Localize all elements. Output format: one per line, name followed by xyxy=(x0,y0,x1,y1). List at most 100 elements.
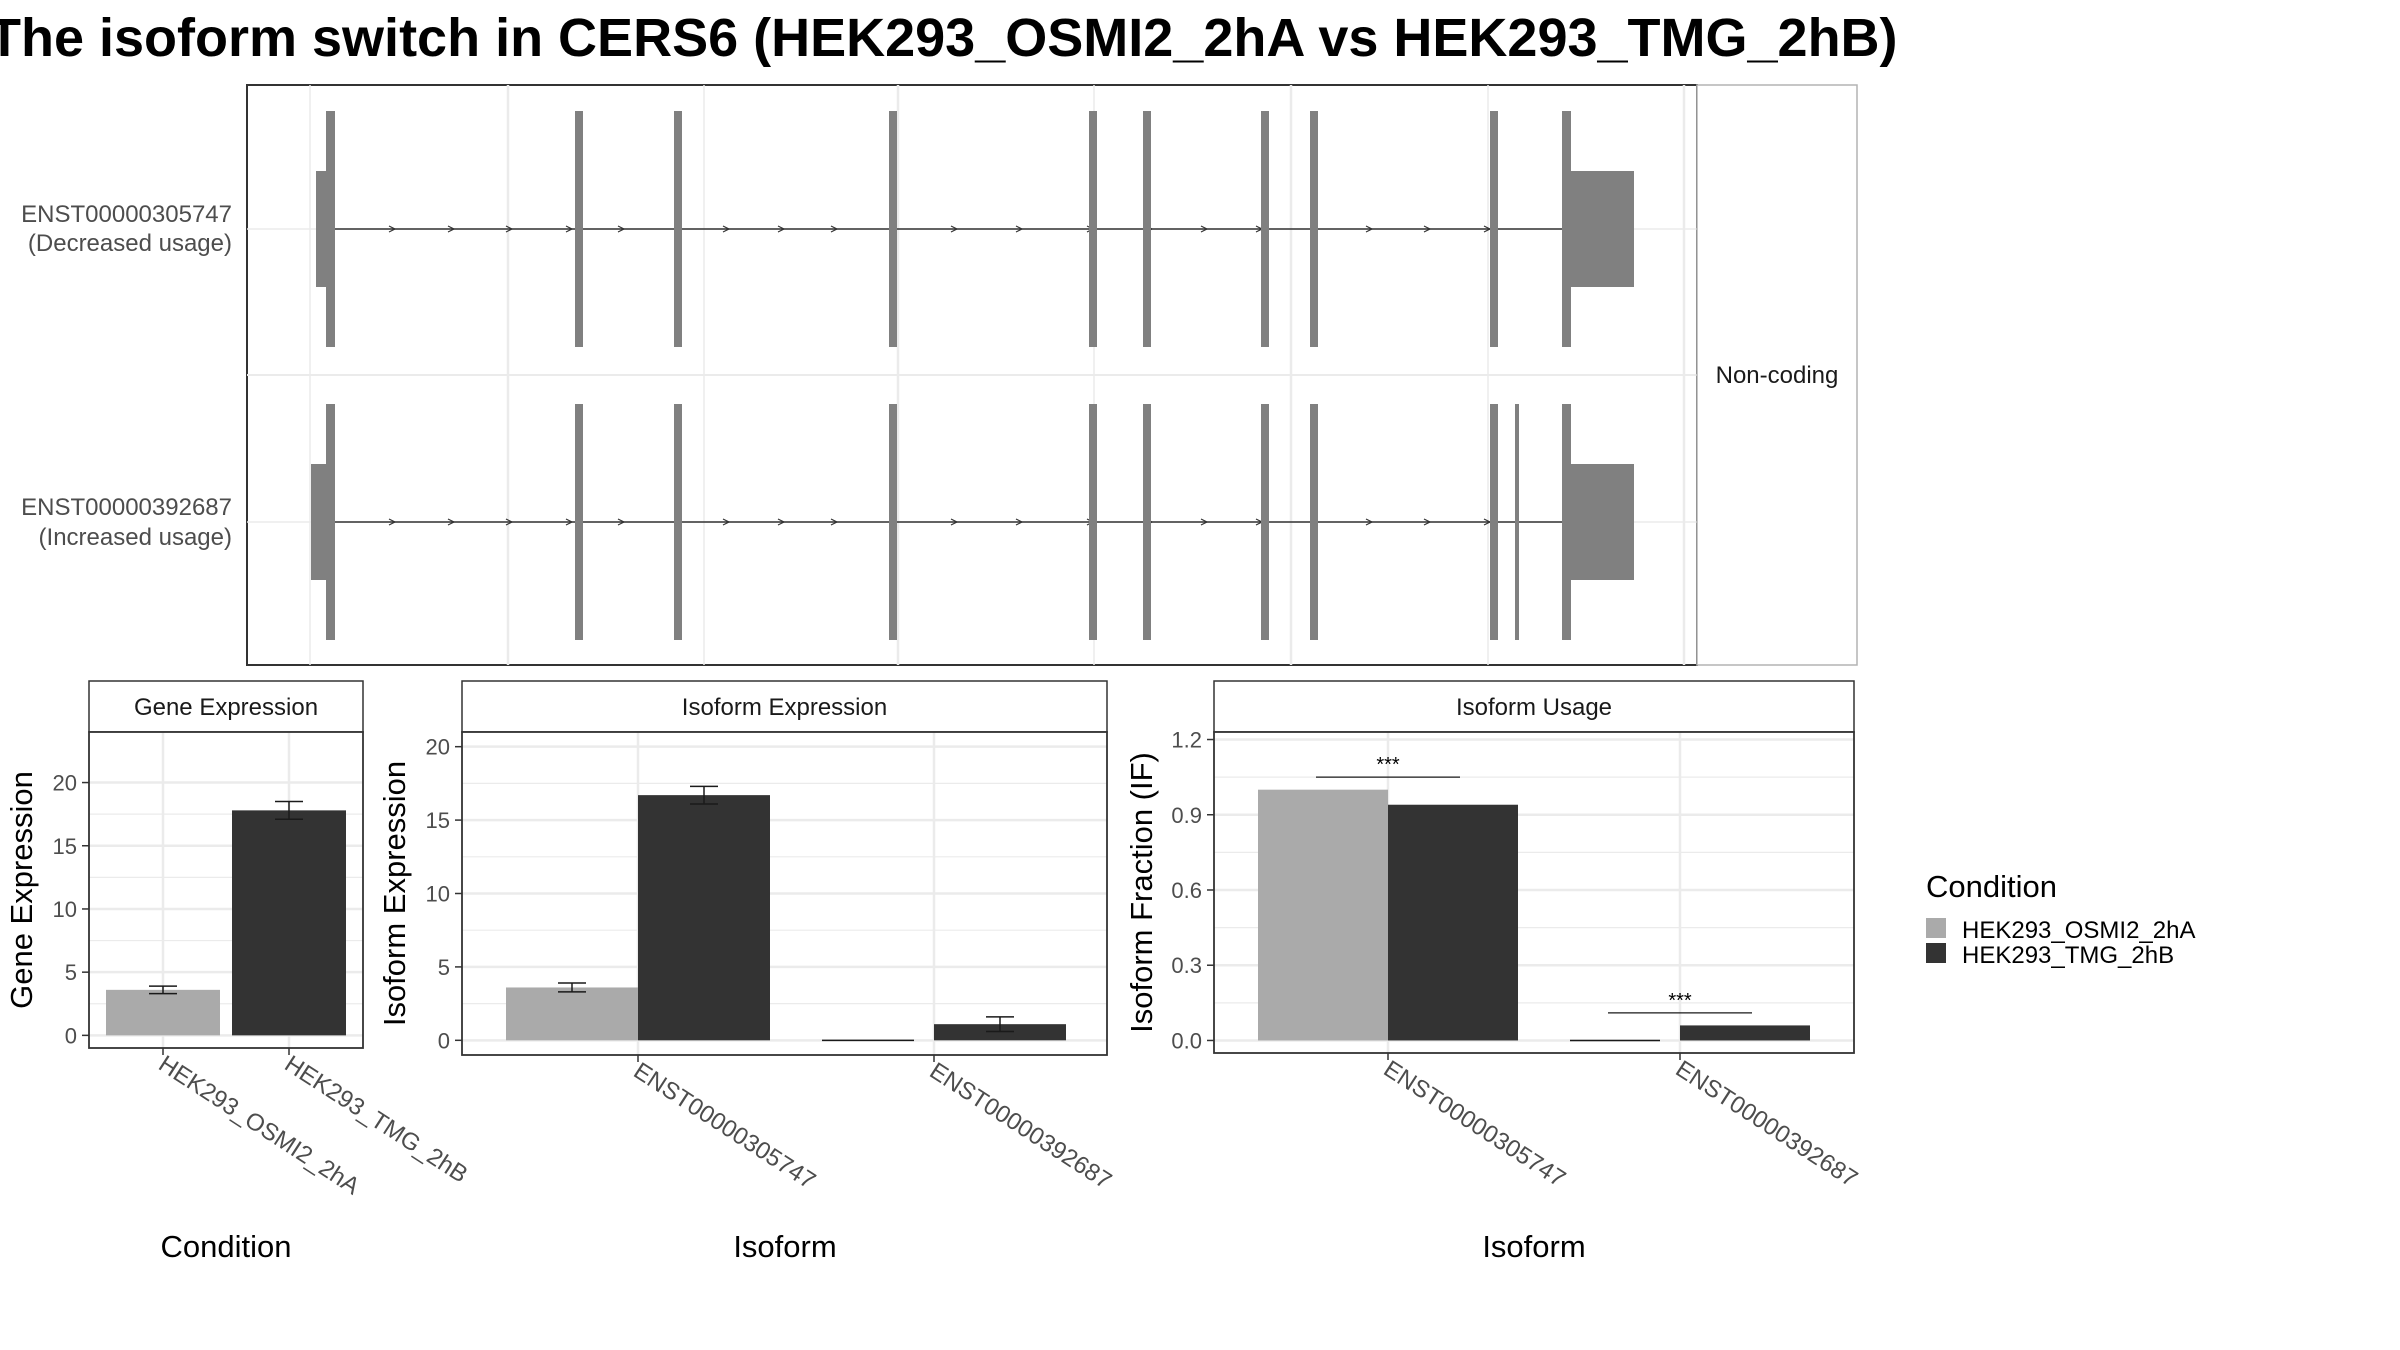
figure-title: The isoform switch in CERS6 (HEK293_OSMI… xyxy=(0,8,1898,68)
transcript-sublabel-2: (Increased usage) xyxy=(39,524,232,551)
y-tick-label: 20 xyxy=(426,735,450,760)
y-axis-label: Gene Expression xyxy=(4,771,39,1009)
panel-strip xyxy=(1213,680,1855,733)
error-bar-HEK293_OSMI2_2hA-HEK293_OSMI2_2hA xyxy=(149,985,177,995)
bar-panels: Gene Expression05101520HEK293_OSMI2_2hAH… xyxy=(4,680,1862,1264)
x-tick-label: ENST00000392687 xyxy=(925,1057,1117,1194)
exon xyxy=(575,111,583,347)
exon xyxy=(1143,111,1151,347)
utr-5prime xyxy=(311,464,328,580)
y-tick-label: 0.3 xyxy=(1171,953,1202,978)
exon xyxy=(1261,404,1269,640)
y-tick-label: 0.6 xyxy=(1171,878,1202,903)
strand-arrow xyxy=(388,518,397,526)
x-tick-label: HEK293_OSMI2_2hA xyxy=(154,1050,365,1200)
strand-arrow xyxy=(1015,518,1024,526)
exon xyxy=(1490,111,1498,347)
exon xyxy=(575,404,583,640)
utr-5prime xyxy=(316,171,328,287)
bar-ENST00000305747-HEK293_TMG_2hB xyxy=(638,795,770,1041)
legend-swatch-osmi xyxy=(1926,918,1946,938)
exon xyxy=(889,404,897,640)
error-bar-ENST00000305747-HEK293_OSMI2_2hA xyxy=(558,982,586,993)
bar-ENST00000392687-HEK293_TMG_2hB xyxy=(1680,1025,1810,1041)
y-tick-label: 15 xyxy=(426,808,450,833)
y-tick-label: 0 xyxy=(438,1028,450,1053)
strand-arrow xyxy=(1423,518,1432,526)
exon xyxy=(326,111,335,347)
x-axis-label: Isoform xyxy=(1482,1229,1585,1264)
bar-ENST00000305747-HEK293_OSMI2_2hA xyxy=(1258,789,1388,1041)
x-axis-label: Condition xyxy=(161,1229,292,1264)
bar-ENST00000305747-HEK293_TMG_2hB xyxy=(1388,804,1518,1041)
y-tick-label: 1.2 xyxy=(1171,728,1202,753)
structure-tracks xyxy=(311,111,1634,640)
transcript-label-1: ENST00000305747 xyxy=(21,201,232,228)
exon xyxy=(1143,404,1151,640)
exon xyxy=(1089,111,1097,347)
y-tick-label: 5 xyxy=(65,960,77,985)
strand-arrow xyxy=(1365,225,1374,233)
exon xyxy=(1562,404,1571,640)
error-bar-HEK293_TMG_2hB-HEK293_TMG_2hB xyxy=(275,800,303,820)
strand-arrow xyxy=(565,518,574,526)
transcript-track-2 xyxy=(311,404,1634,640)
y-tick-label: 15 xyxy=(53,834,77,859)
strand-arrow xyxy=(830,225,839,233)
panel-border xyxy=(1213,731,1855,1054)
y-tick-label: 0.9 xyxy=(1171,803,1202,828)
strand-arrow xyxy=(388,225,397,233)
strand-arrow xyxy=(1200,225,1209,233)
strand-arrow xyxy=(447,518,456,526)
y-tick-label: 0.0 xyxy=(1171,1028,1202,1053)
bar-ENST00000305747-HEK293_OSMI2_2hA xyxy=(506,987,638,1041)
strand-arrow xyxy=(505,518,514,526)
strand-arrow xyxy=(447,225,456,233)
x-axis-label: Isoform xyxy=(733,1229,836,1264)
y-tick-label: 10 xyxy=(426,882,450,907)
strand-arrow xyxy=(722,518,731,526)
significance-label: *** xyxy=(1668,990,1692,1012)
strand-arrow xyxy=(617,225,626,233)
transcript-track-1 xyxy=(316,111,1634,347)
exon xyxy=(326,404,335,640)
legend-label-osmi: HEK293_OSMI2_2hA xyxy=(1962,917,2195,944)
y-tick-label: 0 xyxy=(65,1023,77,1048)
strand-arrow xyxy=(830,518,839,526)
utr-3prime xyxy=(1570,171,1634,287)
exon xyxy=(674,111,682,347)
bar-HEK293_TMG_2hB-HEK293_TMG_2hB xyxy=(232,810,346,1036)
strand-arrow xyxy=(1015,225,1024,233)
strand-arrow xyxy=(565,225,574,233)
bar-panel-3: Isoform Usage *** *** 0.0 0.3 0.6 0.9 1.2 ENST00… xyxy=(1124,680,1862,1264)
y-tick-label: 10 xyxy=(53,897,77,922)
exon xyxy=(674,404,682,640)
exon xyxy=(1562,111,1571,347)
significance-label: *** xyxy=(1376,754,1400,776)
legend: Condition HEK293_OSMI2_2hA HEK293_TMG_2h… xyxy=(1926,869,2195,969)
exon xyxy=(1310,111,1318,347)
bar-HEK293_OSMI2_2hA-HEK293_OSMI2_2hA xyxy=(106,989,220,1036)
strand-arrow xyxy=(1200,518,1209,526)
exon xyxy=(889,111,897,347)
exon xyxy=(1515,404,1519,640)
strand-arrow xyxy=(1365,518,1374,526)
strand-arrow xyxy=(722,225,731,233)
x-tick-label: ENST00000305747 xyxy=(629,1057,821,1194)
panel-title: Isoform Expression xyxy=(682,694,887,721)
strand-arrow xyxy=(950,518,959,526)
panel-title: Gene Expression xyxy=(134,694,318,721)
y-axis-label: Isoform Expression xyxy=(377,761,412,1026)
legend-label-tmg: HEK293_TMG_2hB xyxy=(1962,942,2174,969)
transcript-sublabel-1: (Decreased usage) xyxy=(28,230,232,257)
y-tick-label: 20 xyxy=(53,771,77,796)
structure-strip-label: Non-coding xyxy=(1716,362,1839,389)
panel-title: Isoform Usage xyxy=(1456,694,1612,721)
exon xyxy=(1490,404,1498,640)
transcript-label-2: ENST00000392687 xyxy=(21,494,232,521)
exon xyxy=(1089,404,1097,640)
x-tick-label: ENST00000305747 xyxy=(1379,1055,1571,1192)
strand-arrow xyxy=(1423,225,1432,233)
exon xyxy=(1261,111,1269,347)
